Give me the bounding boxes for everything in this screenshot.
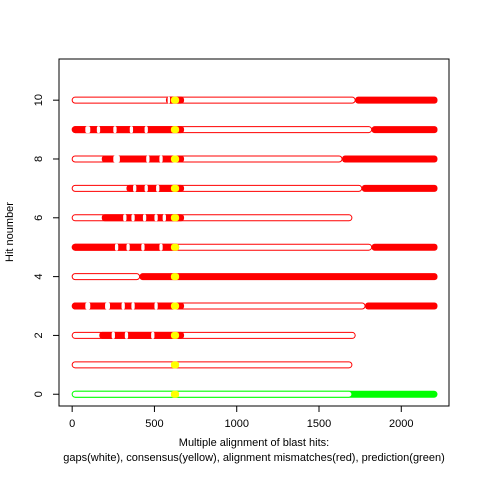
gap-segment — [85, 126, 91, 134]
x-axis: 0 500 1000 1500 2000 — [69, 405, 414, 430]
hit-track-4 — [71, 273, 438, 281]
x-tick-label: 0 — [69, 418, 75, 430]
gap-segment — [156, 184, 160, 192]
gap-segment — [126, 243, 130, 251]
y-tick-label: 8 — [33, 156, 45, 162]
mismatch-segment — [139, 273, 438, 281]
mismatch-segment — [99, 331, 185, 339]
gap-segment — [113, 126, 117, 134]
gap-segment — [159, 243, 163, 251]
gap-segment — [129, 126, 134, 134]
y-tick-label: 6 — [33, 215, 45, 221]
x-tick-label: 2000 — [389, 418, 413, 430]
mismatch-segment — [355, 96, 438, 104]
y-axis: 0 2 4 6 8 10 — [33, 94, 60, 397]
gap-segment — [144, 184, 148, 192]
gap-segment — [162, 214, 166, 222]
hit-track-2 — [71, 331, 356, 339]
hit-outline — [71, 361, 353, 369]
gap-segment — [111, 331, 115, 339]
mismatch-segment — [371, 243, 438, 251]
y-tick-label: 0 — [33, 391, 45, 397]
y-tick-label: 4 — [33, 274, 45, 280]
consensus-segment — [170, 361, 180, 369]
gap-segment — [113, 155, 120, 163]
gap-segment — [154, 214, 158, 222]
consensus-segment — [170, 184, 180, 192]
hit-track-10 — [71, 96, 438, 104]
mismatch-segment — [126, 184, 185, 192]
hit-outline — [71, 390, 353, 398]
hit-track-9 — [71, 126, 438, 134]
gap-segment — [142, 214, 147, 222]
gap-segment — [85, 302, 91, 310]
gap-segment — [159, 155, 163, 163]
gap-segment — [141, 243, 145, 251]
gap-segment — [144, 126, 148, 134]
mismatch-segment — [72, 243, 180, 251]
mismatch-segment — [371, 126, 438, 134]
gap-segment — [131, 214, 135, 222]
hit-outline — [71, 273, 141, 281]
gap-segment — [105, 302, 111, 310]
gap-segment — [124, 331, 129, 339]
consensus-segment — [170, 273, 180, 281]
consensus-segment — [170, 243, 180, 251]
consensus-segment — [170, 214, 180, 222]
mismatch-segment — [365, 302, 438, 310]
consensus-segment — [170, 302, 180, 310]
gap-segment — [133, 184, 137, 192]
gap-segment — [121, 302, 125, 310]
y-axis-label: Hit noumber — [4, 202, 16, 262]
hit-outline — [71, 184, 363, 192]
x-tick-label: 500 — [145, 418, 163, 430]
gap-segment — [96, 126, 101, 134]
gap-segment — [123, 214, 127, 222]
y-tick-label: 10 — [33, 94, 45, 106]
consensus-segment — [170, 331, 180, 339]
consensus-segment — [170, 96, 180, 104]
hit-track-5 — [71, 243, 438, 251]
gap-segment — [146, 155, 150, 163]
x-axis-label-line1: Multiple alignment of blast hits: — [179, 437, 329, 449]
mismatch-segment — [361, 184, 438, 192]
hit-track-0 — [71, 390, 438, 398]
y-tick-label: 2 — [33, 332, 45, 338]
hit-track-8 — [71, 155, 438, 163]
gap-segment — [167, 96, 171, 104]
x-axis-label-line2: gaps(white), consensus(yellow), alignmen… — [63, 452, 445, 464]
gap-segment — [114, 243, 119, 251]
gap-segment — [151, 331, 155, 339]
x-tick-label: 1000 — [224, 418, 248, 430]
mismatch-segment — [72, 126, 185, 134]
gap-segment — [154, 302, 158, 310]
mismatch-segment — [101, 155, 185, 163]
hit-track-6 — [71, 214, 353, 222]
hit-track-7 — [71, 184, 438, 192]
hit-tracks — [71, 96, 438, 398]
mismatch-segment — [342, 155, 438, 163]
consensus-segment — [170, 126, 180, 134]
x-tick-label: 1500 — [307, 418, 331, 430]
consensus-segment — [170, 155, 180, 163]
hit-track-3 — [71, 302, 438, 310]
consensus-segment — [170, 390, 180, 398]
hit-track-1 — [71, 361, 353, 369]
hit-outline — [71, 96, 356, 104]
gap-segment — [131, 302, 135, 310]
